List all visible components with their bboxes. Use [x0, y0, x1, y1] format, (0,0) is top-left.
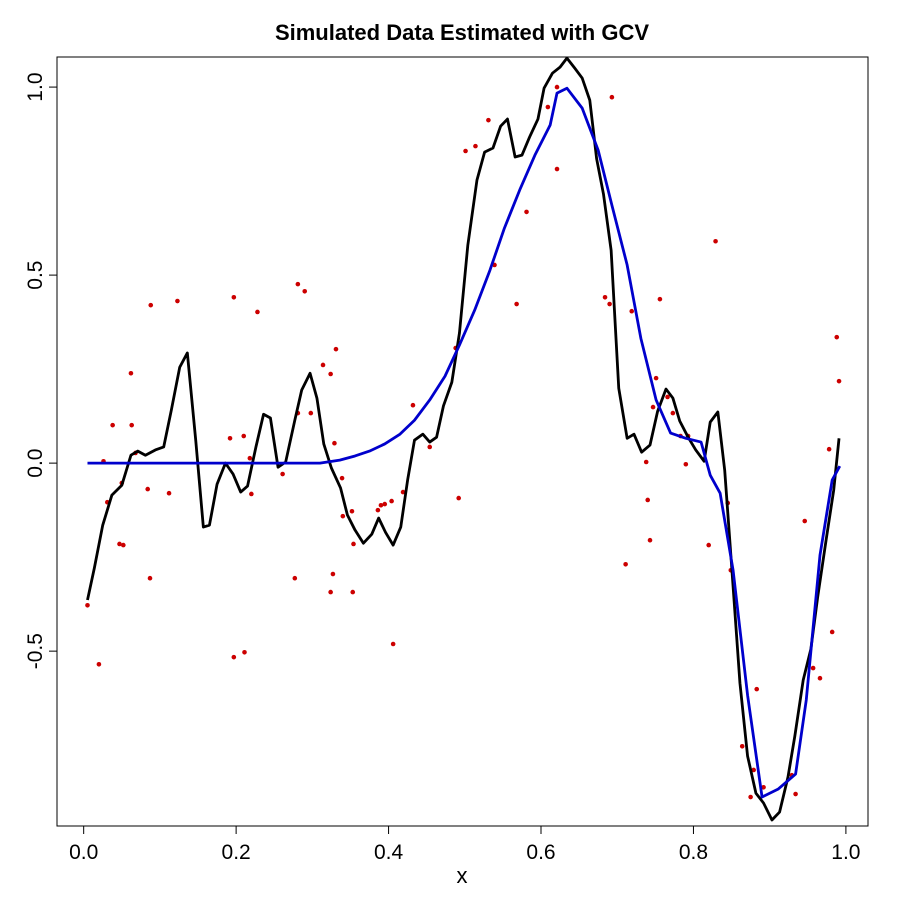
data-point [836, 378, 842, 384]
data-point [670, 410, 676, 416]
data-point [748, 794, 753, 800]
data-point [350, 589, 356, 595]
plot-box [56, 56, 869, 827]
data-point [242, 649, 247, 655]
x-tick-label: 0.0 [69, 841, 98, 864]
data-point [645, 497, 651, 503]
data-point [117, 541, 122, 547]
data-point [249, 491, 254, 497]
data-point [328, 589, 333, 595]
data-point [427, 444, 433, 450]
data-point [554, 166, 560, 172]
data-point [330, 571, 336, 577]
data-point [754, 686, 760, 692]
data-point [650, 404, 656, 410]
data-line [87, 86, 842, 799]
data-point [602, 294, 608, 300]
data-point [629, 308, 635, 314]
data-point [166, 490, 172, 496]
data-point [96, 662, 102, 667]
data-point [302, 288, 308, 294]
data-point [810, 665, 816, 671]
data-point [295, 281, 301, 287]
data-point [400, 489, 406, 495]
data-point [793, 791, 798, 797]
data-point [227, 436, 233, 441]
data-point [647, 537, 653, 543]
data-point [456, 495, 461, 501]
data-point [333, 346, 339, 352]
y-tick-label: 1.0 [24, 72, 47, 101]
data-point [351, 541, 356, 547]
x-tick-label: 0.8 [679, 841, 708, 864]
data-point [524, 209, 529, 215]
data-point [320, 362, 326, 368]
data-point [554, 84, 560, 90]
data-point [280, 471, 285, 477]
data-point [713, 238, 718, 244]
data-point [128, 370, 134, 376]
data-point [706, 542, 711, 548]
data-point [328, 371, 333, 377]
data-point [829, 629, 835, 635]
data-point [378, 502, 384, 508]
data-point [247, 455, 253, 461]
data-point [751, 767, 756, 773]
y-tick-label: -0.5 [24, 633, 47, 669]
data-point [308, 410, 314, 416]
data-point [382, 501, 388, 507]
data-point [514, 301, 519, 307]
data-point [147, 575, 153, 581]
data-point [607, 301, 612, 307]
data-point [85, 602, 90, 608]
data-point [121, 542, 126, 548]
y-tick-label: 0.5 [24, 261, 47, 290]
data-point [657, 296, 663, 302]
data-point [653, 375, 659, 381]
x-axis-label: x [457, 863, 468, 888]
data-point [255, 309, 260, 315]
data-point [665, 394, 670, 400]
data-point [739, 743, 745, 749]
data-point [340, 513, 346, 519]
data-point [817, 675, 823, 681]
data-point [175, 298, 180, 304]
data-point [802, 518, 808, 524]
data-point [349, 508, 355, 514]
data-point [231, 294, 237, 300]
data-point [623, 561, 628, 567]
data-point [332, 440, 337, 446]
data-point [241, 433, 247, 439]
data-line [86, 56, 841, 822]
data-point [389, 498, 394, 504]
data-point [110, 422, 115, 428]
data-point [231, 654, 237, 660]
data-point [609, 94, 615, 100]
data-point [390, 641, 396, 647]
data-point [375, 507, 381, 513]
data-point [148, 302, 154, 308]
data-point [292, 575, 298, 581]
x-tick-label: 0.2 [222, 841, 251, 864]
data-point [410, 402, 416, 408]
data-point [761, 784, 766, 790]
data-point [545, 104, 551, 110]
data-point [486, 117, 491, 123]
data-point [473, 143, 478, 149]
x-tick-label: 0.4 [374, 841, 404, 864]
data-point [129, 422, 134, 428]
chart-title: Simulated Data Estimated with GCV [275, 20, 649, 45]
data-point [834, 334, 840, 340]
data-point [463, 148, 468, 154]
data-point [339, 475, 345, 481]
x-tick-label: 1.0 [831, 841, 860, 864]
data-point [145, 486, 151, 492]
x-tick-label: 0.6 [526, 841, 555, 864]
data-point [683, 461, 689, 467]
y-tick-label: 0.0 [24, 449, 47, 478]
data-point [826, 446, 832, 452]
data-point [643, 459, 649, 465]
